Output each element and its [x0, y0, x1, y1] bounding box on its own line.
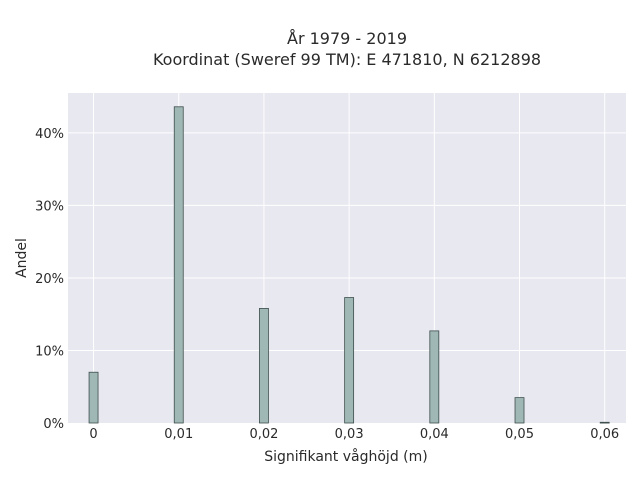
y-tick-label: 0% — [43, 417, 64, 432]
bars — [88, 106, 610, 424]
bar — [173, 106, 184, 424]
bar — [514, 397, 525, 424]
chart-subtitle: Koordinat (Sweref 99 TM): E 471810, N 62… — [152, 50, 542, 69]
gridlines — [68, 93, 626, 423]
bar — [429, 330, 440, 424]
y-axis-label: Andel — [14, 238, 30, 278]
y-axis-ticks: 0% 10% 20% 30% 40% — [35, 127, 64, 432]
chart-title: År 1979 - 2019 — [287, 29, 407, 48]
bar — [259, 308, 269, 424]
x-tick-label: 0,06 — [590, 427, 619, 442]
bar — [88, 371, 99, 424]
y-tick-label: 20% — [35, 272, 64, 287]
bar — [599, 421, 610, 424]
x-tick-label: 0,01 — [164, 427, 193, 442]
y-tick-label: 30% — [35, 199, 64, 214]
x-axis-label: Signifikant våghöjd (m) — [264, 448, 427, 465]
bar — [344, 297, 355, 424]
x-axis-ticks: 0 0,01 0,02 0,03 0,04 0,05 0,06 — [89, 427, 619, 442]
x-tick-label: 0,04 — [420, 427, 449, 442]
y-tick-label: 10% — [35, 344, 64, 359]
x-tick-label: 0,03 — [335, 427, 364, 442]
x-tick-label: 0,02 — [249, 427, 278, 442]
x-tick-label: 0 — [89, 427, 97, 442]
x-tick-label: 0,05 — [505, 427, 534, 442]
y-tick-label: 40% — [35, 127, 64, 142]
